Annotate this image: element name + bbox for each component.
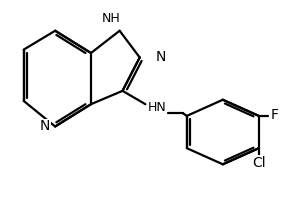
Text: N: N [155,50,166,65]
Text: Cl: Cl [252,156,266,170]
Text: F: F [270,108,278,122]
Text: N: N [40,119,50,134]
Text: NH: NH [102,12,120,25]
Text: HN: HN [147,101,166,114]
